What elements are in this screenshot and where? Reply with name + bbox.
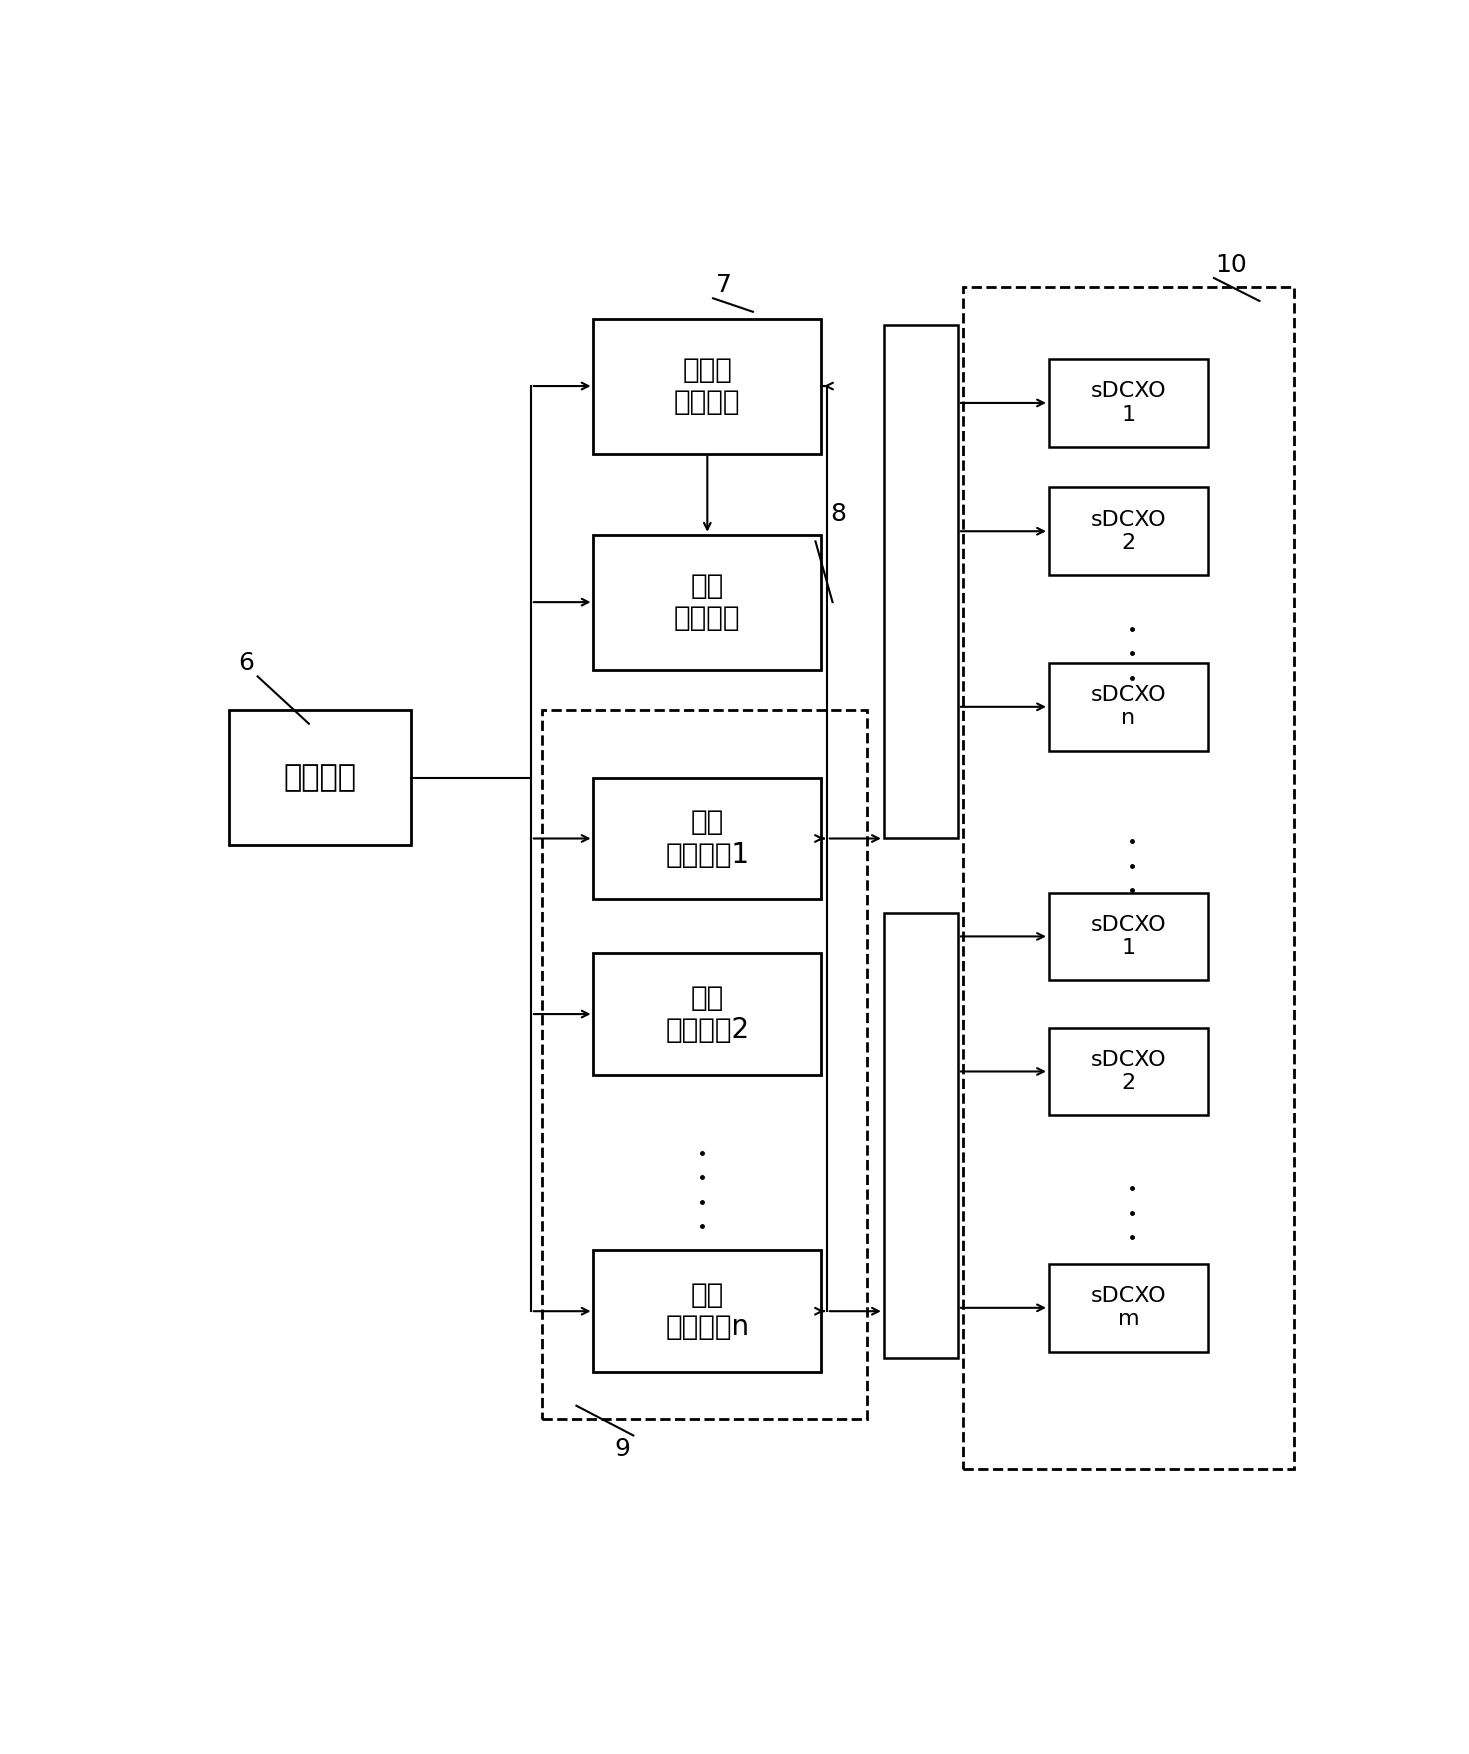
Bar (229, 710, 411, 845)
Bar (593, 319, 821, 454)
Text: 8: 8 (830, 502, 846, 526)
Text: 6: 6 (238, 651, 254, 675)
Bar (1049, 360, 1208, 447)
Text: sDCXO
m: sDCXO m (1091, 1286, 1166, 1330)
Bar (1049, 1028, 1208, 1116)
Text: 电源装置: 电源装置 (284, 763, 357, 793)
Text: sDCXO
1: sDCXO 1 (1091, 916, 1166, 958)
Bar (884, 912, 958, 1358)
Bar (593, 1251, 821, 1372)
Bar (542, 710, 867, 1419)
Text: 计算机
管理中心: 计算机 管理中心 (674, 356, 740, 416)
Bar (1049, 663, 1208, 751)
Text: 程控
高低温箱: 程控 高低温箱 (674, 572, 740, 633)
Bar (593, 777, 821, 900)
Bar (1049, 1265, 1208, 1352)
Text: 生产
测试单元1: 生产 测试单元1 (665, 809, 749, 868)
Text: 10: 10 (1215, 253, 1247, 277)
Text: sDCXO
1: sDCXO 1 (1091, 381, 1166, 424)
Text: 生产
测试单元2: 生产 测试单元2 (665, 984, 749, 1044)
Text: sDCXO
2: sDCXO 2 (1091, 1051, 1166, 1093)
Text: 生产
测试单元n: 生产 测试单元n (665, 1280, 749, 1342)
Bar (1049, 488, 1208, 575)
Bar (884, 324, 958, 838)
Bar (1049, 893, 1208, 980)
Bar (593, 535, 821, 670)
Text: 9: 9 (614, 1437, 630, 1461)
Bar (593, 954, 821, 1075)
Text: 7: 7 (717, 274, 733, 296)
Text: sDCXO
2: sDCXO 2 (1091, 510, 1166, 553)
Text: sDCXO
n: sDCXO n (1091, 686, 1166, 728)
Bar (964, 288, 1294, 1470)
